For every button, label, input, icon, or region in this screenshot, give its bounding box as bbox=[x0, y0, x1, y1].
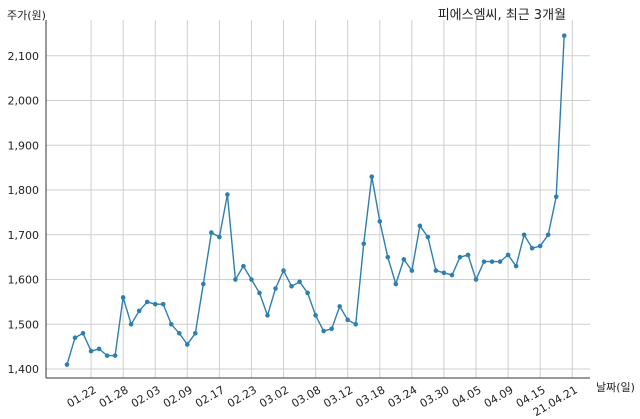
price-point bbox=[417, 223, 423, 229]
price-point bbox=[144, 299, 150, 305]
price-point bbox=[152, 301, 158, 307]
x-tick-label: 03.24 bbox=[386, 383, 420, 410]
price-point bbox=[361, 241, 367, 247]
y-tick-label: 2,000 bbox=[8, 95, 40, 108]
price-point bbox=[273, 286, 278, 291]
price-point bbox=[96, 346, 102, 352]
price-point bbox=[281, 268, 286, 273]
price-point bbox=[489, 259, 495, 264]
price-point bbox=[72, 335, 78, 341]
x-tick-label: 04.09 bbox=[482, 383, 516, 410]
price-point bbox=[257, 290, 262, 296]
price-point bbox=[88, 348, 94, 354]
price-point bbox=[120, 295, 126, 300]
price-point bbox=[537, 243, 543, 249]
price-point bbox=[409, 268, 415, 273]
x-tick-label: 03.02 bbox=[257, 383, 291, 410]
price-point bbox=[168, 322, 174, 327]
price-point bbox=[80, 330, 86, 336]
price-point bbox=[425, 234, 431, 240]
price-point bbox=[265, 313, 270, 318]
axes bbox=[45, 20, 590, 379]
price-point bbox=[136, 308, 142, 314]
price-series bbox=[64, 33, 567, 367]
y-tick-labels: 1,400 1,500 1,600 1,700 1,800 1,900 2,000 2,100 bbox=[8, 50, 40, 376]
x-tick-label: 02.09 bbox=[161, 383, 195, 410]
x-tick-labels: 01.2201.2802.0302.0902.1702.2303.0203.08… bbox=[65, 383, 580, 419]
y-tick-label: 1,600 bbox=[8, 274, 40, 287]
price-point bbox=[393, 281, 399, 287]
price-point bbox=[441, 270, 447, 276]
price-point bbox=[305, 290, 310, 296]
x-tick-label: 02.23 bbox=[225, 383, 259, 410]
y-tick-label: 1,500 bbox=[8, 318, 40, 331]
price-point bbox=[128, 322, 134, 327]
price-point bbox=[321, 328, 326, 334]
price-point bbox=[112, 353, 118, 358]
price-point bbox=[160, 301, 166, 307]
price-point bbox=[505, 252, 511, 258]
price-point bbox=[104, 353, 110, 358]
price-point bbox=[345, 317, 351, 323]
price-point bbox=[449, 272, 455, 278]
price-point bbox=[225, 192, 230, 197]
price-point bbox=[209, 230, 214, 235]
chart-title: 피에스엠씨, 최근 3개월 bbox=[438, 8, 566, 23]
price-point bbox=[353, 322, 359, 327]
x-tick-label: 02.03 bbox=[129, 383, 163, 410]
price-point bbox=[369, 174, 375, 179]
x-tick-label: 03.30 bbox=[418, 383, 452, 410]
price-point bbox=[297, 279, 302, 285]
price-point bbox=[329, 326, 334, 332]
y-tick-label: 1,700 bbox=[8, 229, 40, 242]
price-point bbox=[473, 277, 479, 282]
price-point bbox=[193, 330, 198, 336]
price-point bbox=[529, 245, 535, 251]
y-tick-label: 2,100 bbox=[8, 50, 40, 63]
x-tick-label: 03.18 bbox=[354, 383, 388, 410]
price-point bbox=[497, 259, 503, 264]
x-tick-label: 04.05 bbox=[450, 383, 484, 410]
price-point bbox=[513, 263, 519, 269]
price-point bbox=[385, 254, 391, 260]
y-tick-label: 1,900 bbox=[8, 139, 40, 152]
price-point bbox=[176, 330, 182, 336]
x-tick-label: 01.22 bbox=[65, 383, 99, 410]
price-point bbox=[465, 252, 471, 258]
price-point bbox=[313, 313, 318, 318]
price-point bbox=[433, 268, 439, 273]
price-point bbox=[401, 257, 407, 262]
x-axis-label: 날짜(일) bbox=[596, 380, 635, 394]
price-point bbox=[249, 277, 254, 282]
price-point bbox=[289, 283, 294, 289]
price-point bbox=[64, 362, 70, 367]
price-point bbox=[521, 232, 527, 238]
price-point bbox=[481, 259, 487, 264]
price-point bbox=[201, 281, 206, 287]
price-point bbox=[561, 33, 567, 38]
x-tick-label: 03.08 bbox=[289, 383, 323, 410]
price-point bbox=[233, 277, 238, 282]
x-tick-label: 01.28 bbox=[97, 383, 131, 410]
price-point bbox=[241, 263, 246, 269]
price-point bbox=[553, 194, 559, 200]
x-tick-label: 03.12 bbox=[321, 383, 355, 410]
x-tick-label: 02.17 bbox=[193, 383, 227, 410]
price-point bbox=[377, 219, 383, 224]
price-point bbox=[457, 254, 463, 260]
grid bbox=[46, 20, 590, 378]
price-point bbox=[217, 234, 222, 240]
price-point bbox=[185, 342, 190, 347]
y-tick-label: 1,400 bbox=[8, 363, 40, 376]
price-point bbox=[337, 304, 342, 309]
y-tick-label: 1,800 bbox=[8, 184, 40, 197]
price-point bbox=[545, 232, 551, 238]
y-axis-label: 주가(원) bbox=[7, 9, 46, 22]
